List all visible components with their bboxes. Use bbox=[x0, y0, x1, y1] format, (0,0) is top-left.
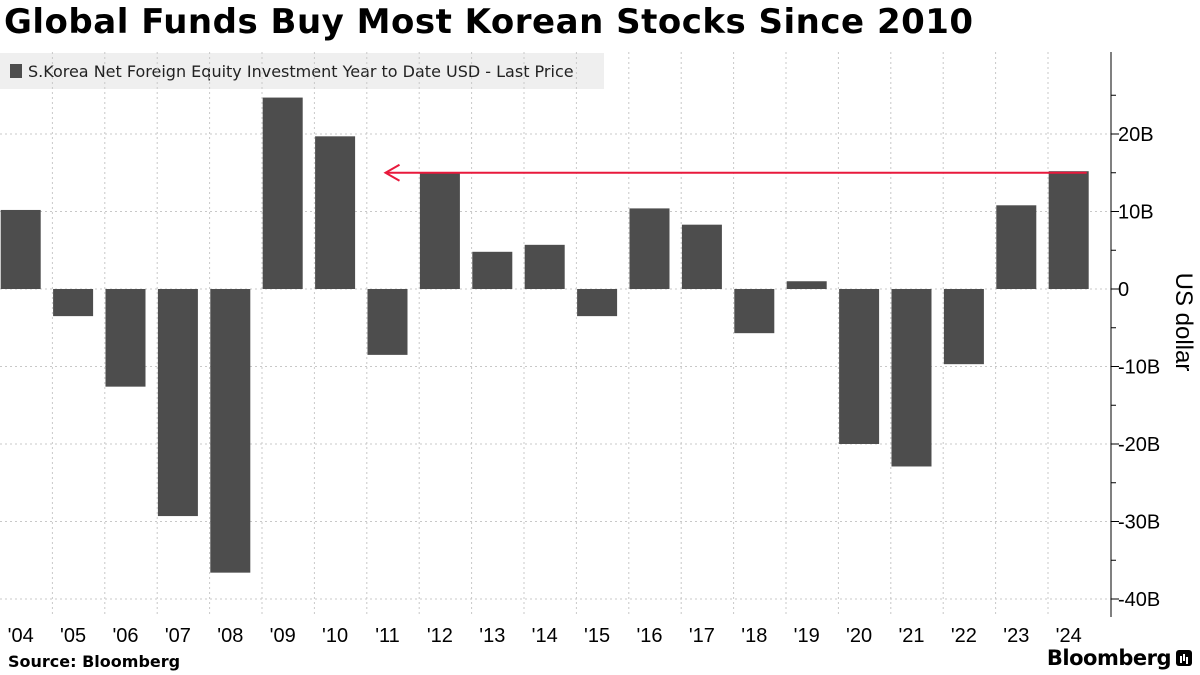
x-tick-label: '04 bbox=[8, 625, 34, 647]
bar-16 bbox=[629, 208, 670, 289]
x-tick-label: '23 bbox=[1003, 625, 1029, 647]
y-tick-label: 10B bbox=[1118, 202, 1154, 224]
x-tick-label: '07 bbox=[165, 625, 191, 647]
bar-10 bbox=[315, 136, 356, 289]
bloomberg-logo: Bloomberg bbox=[1047, 646, 1192, 670]
bar-11 bbox=[367, 289, 408, 355]
x-tick-label: '16 bbox=[636, 625, 662, 647]
annotation bbox=[383, 163, 1087, 182]
bar-14 bbox=[524, 244, 565, 289]
bar-13 bbox=[472, 251, 513, 289]
y-tick-label: 0 bbox=[1118, 279, 1129, 301]
bar-04 bbox=[0, 209, 41, 289]
y-tick-label: -40B bbox=[1118, 589, 1160, 611]
x-tick-label: '11 bbox=[375, 625, 400, 647]
bar-12 bbox=[419, 172, 460, 289]
x-tick-label: '10 bbox=[322, 625, 348, 647]
bar-17 bbox=[681, 224, 722, 289]
bar-09 bbox=[262, 97, 303, 289]
x-tick-label: '12 bbox=[427, 625, 453, 647]
legend-label: S.Korea Net Foreign Equity Investment Ye… bbox=[28, 61, 574, 81]
bars bbox=[0, 97, 1089, 573]
bar-05 bbox=[53, 289, 94, 317]
x-tick-label: '06 bbox=[112, 625, 138, 647]
bar-24 bbox=[1048, 171, 1089, 289]
bar-18 bbox=[734, 289, 775, 334]
bar-19 bbox=[786, 281, 827, 289]
y-tick-label: 20B bbox=[1118, 124, 1154, 146]
bar-20 bbox=[839, 289, 880, 444]
y-axis-title: US dollar bbox=[1170, 273, 1197, 372]
legend: S.Korea Net Foreign Equity Investment Ye… bbox=[0, 53, 604, 89]
x-tick-label: '21 bbox=[898, 625, 924, 647]
x-tick-label: '20 bbox=[846, 625, 872, 647]
x-tick-label: '09 bbox=[270, 625, 296, 647]
x-tick-label: '13 bbox=[479, 625, 505, 647]
legend-swatch bbox=[10, 64, 22, 78]
x-tick-label: '17 bbox=[689, 625, 715, 647]
x-tick-label: '18 bbox=[741, 625, 767, 647]
source-note: Source: Bloomberg bbox=[8, 652, 181, 671]
y-tick-label: -20B bbox=[1118, 434, 1160, 456]
chart-title: Global Funds Buy Most Korean Stocks Sinc… bbox=[4, 2, 974, 42]
bar-23 bbox=[996, 205, 1037, 289]
bar-15 bbox=[577, 289, 618, 317]
brand-name: Bloomberg bbox=[1046, 646, 1172, 670]
x-tick-label: '22 bbox=[951, 625, 977, 647]
y-tick-label: -10B bbox=[1118, 357, 1160, 379]
x-tick-label: '14 bbox=[532, 625, 558, 647]
x-tick-label: '24 bbox=[1056, 625, 1082, 647]
x-axis-labels: '04 '05 '06 '07 '08 '09 '10 '11 '12 '13 '14 '15 '16 '… bbox=[8, 625, 1082, 647]
y-tick-label: -30B bbox=[1118, 512, 1160, 534]
y-axis: 20B 10B 0 -10B -20B -30B -40B bbox=[1110, 52, 1160, 617]
bar-08 bbox=[210, 289, 251, 573]
bar-22 bbox=[943, 289, 984, 365]
x-tick-label: '19 bbox=[794, 625, 820, 647]
bar-06 bbox=[105, 289, 146, 387]
annotation-arrowhead bbox=[383, 163, 400, 182]
x-tick-label: '15 bbox=[584, 625, 610, 647]
x-tick-label: '08 bbox=[217, 625, 243, 647]
bar-21 bbox=[891, 289, 932, 467]
bar-07 bbox=[157, 289, 198, 517]
x-tick-label: '05 bbox=[60, 625, 86, 647]
bloomberg-terminal-icon bbox=[1176, 650, 1192, 666]
